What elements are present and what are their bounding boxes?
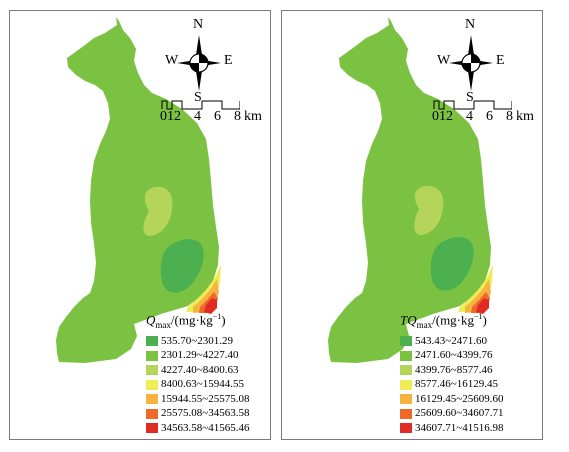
legend-title-unit: /(mg·kg	[432, 312, 475, 328]
legend-title-sup: −1	[474, 312, 483, 321]
scale-tick-1: 1	[167, 109, 174, 124]
lake-map-tq	[328, 17, 493, 363]
legend-title-var: Q	[146, 312, 156, 328]
legend-item: 15944.55~25575.08	[146, 392, 249, 407]
lighter-zone	[143, 186, 173, 236]
legend-swatch	[400, 336, 412, 347]
scale-tick-6: 6	[214, 109, 221, 124]
legend-swatch	[146, 394, 158, 405]
scale-tick-0: 0	[160, 109, 167, 124]
legend-title-close: )	[221, 312, 226, 328]
legend-title: Qmax/(mg·kg−1)	[146, 313, 249, 330]
compass-n: N	[193, 17, 204, 32]
legend-item: 8400.63~15944.55	[146, 377, 249, 392]
compass-e: E	[224, 53, 233, 68]
compass-s: S	[194, 90, 202, 105]
core-zone	[430, 237, 474, 291]
legend-label: 2301.29~4227.40	[161, 349, 239, 362]
legend-swatch	[146, 365, 158, 376]
legend-item: 34607.71~41516.98	[400, 421, 503, 436]
legend-label: 15944.55~25575.08	[161, 392, 250, 405]
scale-tick-6: 6	[486, 109, 493, 124]
legend-swatch	[400, 379, 412, 390]
legend-title-var: TQ	[400, 312, 417, 328]
legend-label: 25609.60~34607.71	[415, 407, 504, 420]
legend-item: 2301.29~4227.40	[146, 348, 249, 363]
legend-item: 4227.40~8400.63	[146, 363, 249, 378]
core-zone	[160, 239, 204, 293]
scale-bar-graphic	[433, 100, 512, 110]
legend-item: 16129.45~25609.60	[400, 392, 503, 407]
compass-e: E	[496, 53, 505, 68]
legend-item: 543.43~2471.60	[400, 334, 503, 349]
compass-s: S	[466, 90, 474, 105]
red-zone	[476, 298, 489, 314]
legend-item: 535.70~2301.29	[146, 334, 249, 349]
scale-tick-8: 8	[506, 109, 513, 124]
legend-label: 4227.40~8400.63	[161, 363, 239, 376]
scale-unit: km	[244, 109, 262, 124]
legend-swatch	[146, 423, 158, 434]
legend-swatch	[400, 408, 412, 419]
scale-bar: 0 1 2 4 6 8 km	[432, 96, 542, 132]
legend-label: 535.70~2301.29	[161, 334, 233, 347]
scale-unit: km	[516, 109, 534, 124]
legend-label: 25575.08~34563.58	[161, 407, 250, 420]
lake-map-q	[56, 17, 221, 363]
legend-label: 8577.46~16129.45	[415, 378, 498, 391]
legend-item: 25575.08~34563.58	[146, 406, 249, 421]
scale-tick-0: 0	[432, 109, 439, 124]
scale-tick-1: 1	[439, 109, 446, 124]
compass-w: W	[165, 53, 179, 68]
compass-rose-icon	[177, 35, 221, 91]
legend-title-unit: /(mg·kg	[170, 312, 213, 328]
legend-tq: TQmax/(mg·kg−1) 543.43~2471.60 2471.60~4…	[400, 313, 503, 435]
legend-swatch	[400, 423, 412, 434]
legend-title: TQmax/(mg·kg−1)	[400, 313, 503, 330]
scale-tick-2: 2	[446, 109, 453, 124]
legend-label: 2471.60~4399.76	[415, 349, 493, 362]
red-zone	[204, 298, 217, 314]
compass-n: N	[465, 17, 476, 32]
legend-title-sub: max	[155, 319, 171, 330]
compass-w: W	[437, 53, 451, 68]
legend-label: 4399.76~8577.46	[415, 363, 493, 376]
legend-swatch	[146, 408, 158, 419]
legend-swatch	[400, 350, 412, 361]
scale-bar-graphic	[161, 100, 240, 110]
legend-swatch	[146, 379, 158, 390]
legend-item: 34563.58~41565.46	[146, 421, 249, 436]
scale-tick-4: 4	[194, 109, 201, 124]
legend-swatch	[400, 365, 412, 376]
legend-q: Qmax/(mg·kg−1) 535.70~2301.29 2301.29~42…	[146, 313, 249, 435]
legend-swatch	[146, 336, 158, 347]
legend-swatch	[400, 394, 412, 405]
legend-label: 543.43~2471.60	[415, 334, 487, 347]
legend-item: 4399.76~8577.46	[400, 363, 503, 378]
legend-title-sub: max	[416, 319, 433, 330]
map-panel-q: N S W E 0 1 2 4 6 8 km Qmax/(mg·kg−1) 53…	[9, 10, 271, 440]
lighter-zone	[414, 185, 444, 235]
legend-title-close: )	[482, 312, 487, 328]
map-panel-tq: N S W E 0 1 2 4 6 8 km TQmax/(mg·kg−1) 5…	[281, 10, 543, 440]
legend-label: 34563.58~41565.46	[161, 421, 250, 434]
scale-bar: 0 1 2 4 6 8 km	[160, 96, 270, 132]
legend-item: 2471.60~4399.76	[400, 348, 503, 363]
legend-item: 8577.46~16129.45	[400, 377, 503, 392]
scale-tick-2: 2	[174, 109, 181, 124]
legend-label: 16129.45~25609.60	[415, 392, 504, 405]
legend-label: 34607.71~41516.98	[415, 421, 504, 434]
legend-item: 25609.60~34607.71	[400, 406, 503, 421]
scale-tick-4: 4	[466, 109, 473, 124]
legend-swatch	[146, 350, 158, 361]
compass-rose-icon	[449, 35, 493, 91]
scale-tick-8: 8	[234, 109, 241, 124]
north-arrow: N S W E	[431, 17, 511, 105]
north-arrow: N S W E	[159, 17, 239, 105]
legend-title-sup: −1	[212, 312, 222, 321]
legend-label: 8400.63~15944.55	[161, 378, 244, 391]
